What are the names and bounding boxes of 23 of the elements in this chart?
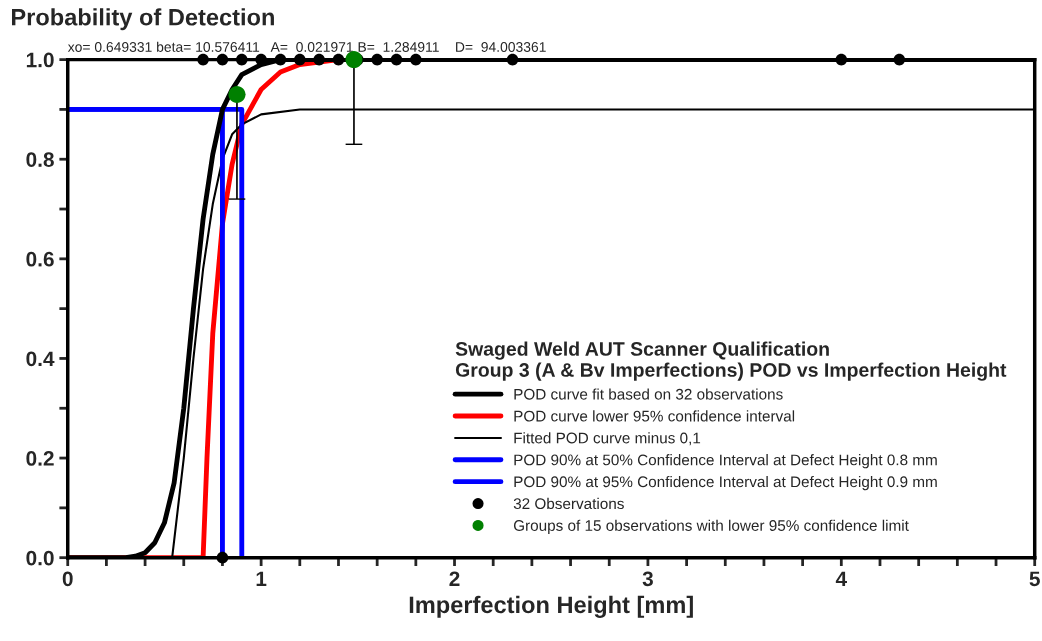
y-tick-label: 0.0	[26, 550, 54, 566]
text: xo= 0.649331 beta= 10.576411 A= 0.021971 B= 1.284911 D= 94.003361	[67, 41, 546, 52]
x-tick-label: 1	[256, 571, 267, 586]
x-axis-title: Imperfection Height [mm]	[409, 595, 693, 618]
x-tick-label: 0	[62, 571, 73, 587]
y-tick-label: 0.6	[26, 251, 54, 267]
y-tick-label: 0.8	[26, 152, 54, 167]
legend-label: POD curve fit based on 32 observations	[514, 388, 783, 400]
x-tick-label: 2	[449, 571, 460, 586]
legend-label: Groups of 15 observations with lower 95% confidence limit	[513, 519, 909, 534]
y-tick-label: 0.2	[26, 451, 54, 466]
legend-label: POD 90% at 95% Confidence Interval at Defect Height 0.9 mm	[514, 475, 937, 491]
legend-label: Fitted POD curve minus 0,1	[514, 432, 701, 446]
chart-title: Probability of Detection	[12, 8, 274, 31]
legend-title: Swaged Weld AUT Scanner Qualification Group 3 (A & Bv Imperfections) POD vs Imperfection Height	[455, 341, 1007, 381]
x-tick-label: 3	[642, 571, 653, 587]
y-tick-label: 0.4	[26, 351, 55, 367]
x-tick-label: 5	[1029, 571, 1040, 587]
x-tick-label: 4	[835, 571, 847, 586]
legend-label: POD curve lower 95% confidence interval	[514, 410, 795, 422]
legend-label: 32 Observations	[513, 497, 624, 510]
legend-label: POD 90% at 50% Confidence Interval at Defect Height 0.8 mm	[514, 454, 937, 469]
y-tick-label: 1.0	[26, 52, 54, 68]
